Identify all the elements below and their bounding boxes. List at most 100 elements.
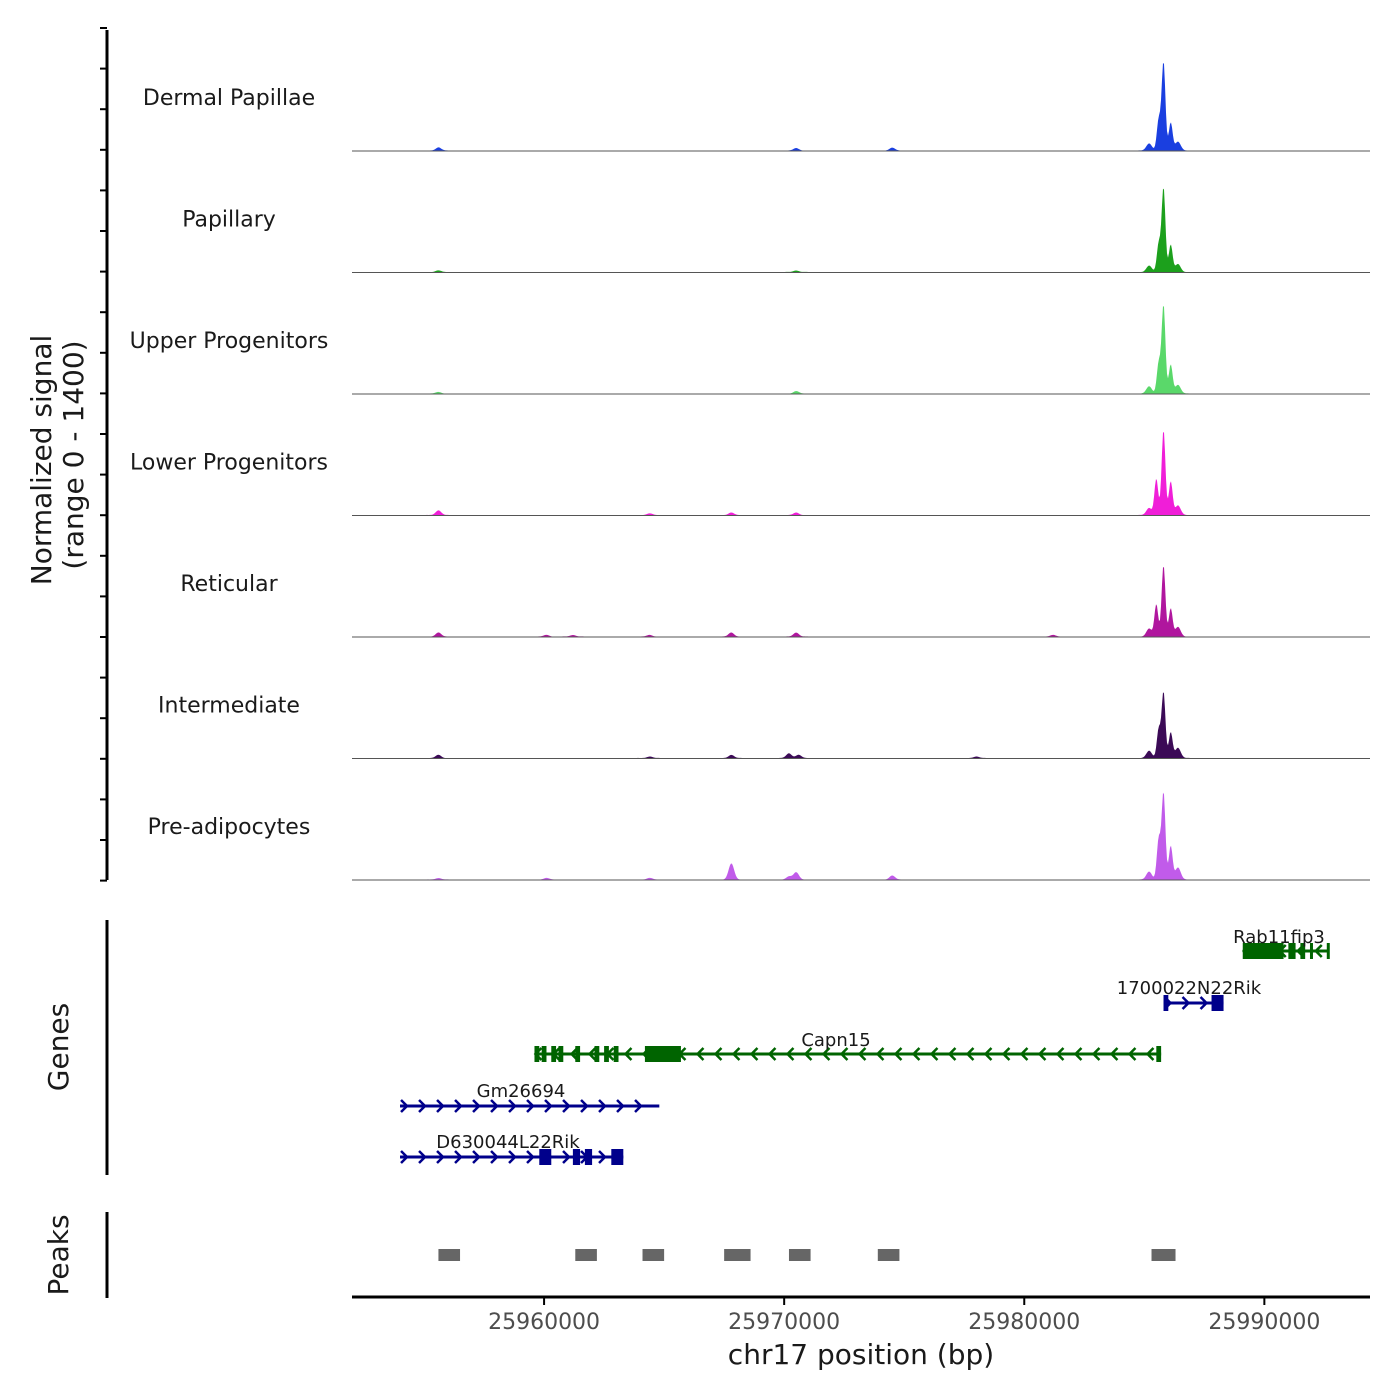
- peak-regions: [438, 1249, 1176, 1261]
- gene-exon: [1300, 943, 1306, 959]
- gene-annotations: Rab11fip3 1700022N22Rik Capn15 Gm26694 D6300…: [400, 927, 1330, 1165]
- strand-arrow: [1145, 1047, 1155, 1061]
- gene-exon: [575, 1046, 581, 1062]
- peak-region: [724, 1249, 751, 1261]
- peak-region: [438, 1249, 461, 1261]
- track-label: Lower Progenitors: [130, 451, 328, 476]
- coverage-area: [352, 792, 1370, 880]
- gene-exon: [611, 1149, 624, 1165]
- coverage-area: [352, 692, 1370, 759]
- track-pre-adipocytes: Pre-adipocytes: [148, 792, 1370, 881]
- strand-arrow: [623, 1047, 633, 1061]
- peak-region: [642, 1249, 665, 1261]
- strand-arrow: [803, 1047, 813, 1061]
- peak-region: [575, 1249, 597, 1261]
- strand-arrow: [598, 1150, 607, 1164]
- coverage-area: [352, 62, 1370, 151]
- strand-arrow: [526, 1150, 535, 1164]
- strand-arrow: [418, 1099, 427, 1113]
- gene-exon: [604, 1046, 609, 1062]
- gene-exon: [541, 1046, 547, 1062]
- strand-arrow: [1127, 1047, 1137, 1061]
- gene-rab11fip3: Rab11fip3: [1233, 927, 1330, 959]
- strand-arrow: [839, 1047, 849, 1061]
- gene-exon: [1211, 995, 1224, 1011]
- gene-exon: [558, 1046, 564, 1062]
- strand-arrow: [821, 1047, 831, 1061]
- gene-exon: [534, 1046, 540, 1062]
- strand-arrow: [911, 1047, 921, 1061]
- strand-arrow: [454, 1099, 463, 1113]
- coverage-y-axis-title: Normalized signal (range 0 - 1400): [25, 335, 90, 586]
- gene-label: 1700022N22Rik: [1117, 978, 1262, 999]
- track-label: Upper Progenitors: [130, 329, 329, 354]
- strand-arrow: [400, 1150, 409, 1164]
- peaks-y-label: Peaks: [42, 1214, 75, 1295]
- x-axis-title: chr17 position (bp): [728, 1338, 994, 1371]
- strand-arrow: [1055, 1047, 1065, 1061]
- x-axis-ticks: 25960000 25970000 25980000 25990000: [488, 1297, 1320, 1335]
- strand-arrow: [1313, 944, 1323, 958]
- gene-label: Rab11fip3: [1233, 927, 1325, 948]
- track-label: Pre-adipocytes: [148, 815, 311, 840]
- gene-label: D630044L22Rik: [436, 1132, 580, 1153]
- gene-exon: [644, 1046, 681, 1062]
- strand-arrow: [544, 1099, 553, 1113]
- track-label: Dermal Papillae: [143, 86, 315, 111]
- gene-exon: [1163, 995, 1169, 1011]
- strand-arrow: [454, 1150, 463, 1164]
- strand-arrow: [508, 1150, 517, 1164]
- gene-exon: [572, 1149, 581, 1165]
- strand-arrow: [749, 1047, 759, 1061]
- x-tick-label: 25970000: [728, 1310, 840, 1335]
- strand-arrow: [1199, 996, 1209, 1010]
- strand-arrow: [1073, 1047, 1083, 1061]
- gene-exon: [594, 1046, 600, 1062]
- gene-exon: [613, 1046, 619, 1062]
- strand-arrow: [587, 1047, 597, 1061]
- x-tick-label: 25990000: [1208, 1310, 1320, 1335]
- gene-capn15: Capn15: [533, 1030, 1162, 1062]
- strand-arrow: [1001, 1047, 1011, 1061]
- track-dermal-papillae: Dermal Papillae: [143, 62, 1370, 152]
- strand-arrow: [929, 1047, 939, 1061]
- strand-arrow: [526, 1099, 535, 1113]
- genes-y-label: Genes: [42, 1003, 75, 1091]
- peak-region: [1151, 1249, 1176, 1261]
- strand-arrow: [983, 1047, 993, 1061]
- strand-arrow: [947, 1047, 957, 1061]
- coverage-area: [352, 188, 1370, 273]
- strand-arrow: [1091, 1047, 1101, 1061]
- coverage-y-label-line1: Normalized signal: [25, 335, 58, 586]
- coverage-area: [352, 432, 1370, 516]
- strand-arrow: [562, 1099, 571, 1113]
- strand-arrow: [508, 1099, 517, 1113]
- gene-label: Gm26694: [477, 1081, 566, 1102]
- strand-arrow: [785, 1047, 795, 1061]
- strand-arrow: [418, 1150, 427, 1164]
- strand-arrow: [400, 1099, 409, 1113]
- strand-arrow: [1181, 996, 1191, 1010]
- track-label: Intermediate: [158, 694, 300, 719]
- strand-arrow: [616, 1099, 625, 1113]
- strand-arrow: [767, 1047, 777, 1061]
- strand-arrow: [731, 1047, 741, 1061]
- track-label: Reticular: [180, 572, 278, 597]
- gene-exon: [584, 1149, 593, 1165]
- strand-arrow: [472, 1099, 481, 1113]
- coverage-y-ticks: [100, 27, 107, 882]
- strand-arrow: [695, 1047, 705, 1061]
- peak-region: [788, 1249, 811, 1261]
- coverage-area: [352, 567, 1370, 637]
- gene-exon: [1288, 943, 1296, 959]
- strand-arrow: [857, 1047, 867, 1061]
- gene-gm26694: Gm26694: [400, 1081, 660, 1113]
- strand-arrow: [490, 1150, 499, 1164]
- gene-label: Capn15: [801, 1030, 870, 1051]
- track-upper-progenitors: Upper Progenitors: [130, 305, 1370, 395]
- peak-region: [877, 1249, 900, 1261]
- gene-1700022n22rik: 1700022N22Rik: [1117, 978, 1262, 1011]
- coverage-tracks: Dermal Papillae Papillary Upper Progenitor…: [130, 62, 1370, 881]
- strand-arrow: [1037, 1047, 1047, 1061]
- gene-exon: [551, 1046, 557, 1062]
